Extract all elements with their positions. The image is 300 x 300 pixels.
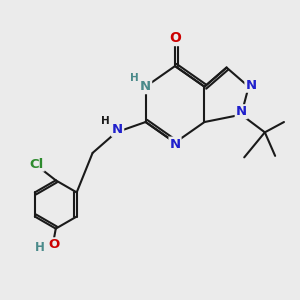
Text: N: N — [140, 80, 151, 93]
Text: H: H — [101, 116, 110, 126]
Text: H: H — [34, 241, 44, 254]
Text: Cl: Cl — [29, 158, 44, 171]
Text: N: N — [236, 105, 247, 118]
Text: H: H — [130, 74, 139, 83]
Text: O: O — [49, 238, 60, 251]
Text: N: N — [245, 79, 256, 92]
Text: N: N — [169, 138, 181, 151]
Text: O: O — [169, 31, 181, 45]
Text: N: N — [112, 123, 123, 136]
